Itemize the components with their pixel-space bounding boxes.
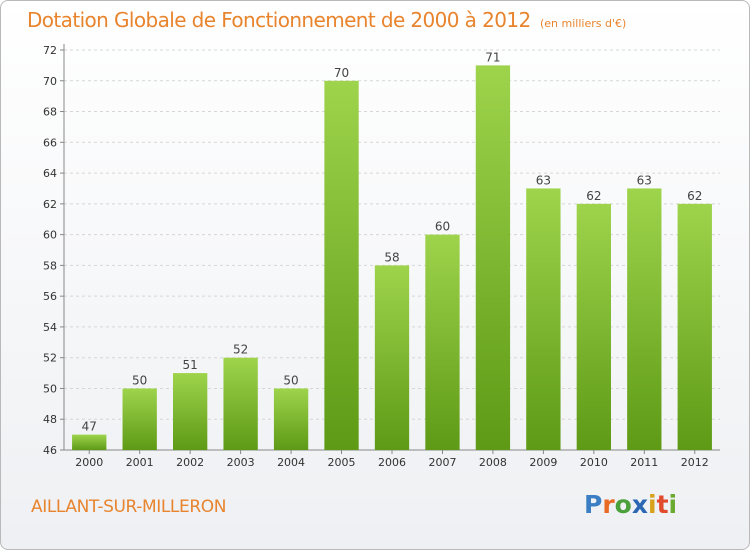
data-label-2011: 63: [637, 173, 652, 187]
x-tick-label: 2000: [75, 456, 103, 469]
data-label-2002: 51: [183, 358, 198, 372]
y-tick-label: 66: [43, 136, 57, 149]
x-tick-label: 2003: [227, 456, 255, 469]
bar-2007: [425, 234, 460, 450]
x-tick-label: 2010: [580, 456, 608, 469]
bar-2001: [122, 388, 157, 450]
data-labels: 47 50 51 52 50 70 58 60 71 63 62 63 62: [82, 50, 703, 433]
y-tick-label: 50: [43, 382, 57, 395]
y-tick-label: 46: [43, 444, 57, 457]
bar-2000: [72, 434, 107, 450]
y-tick-label: 64: [43, 167, 57, 180]
bar-2004: [273, 388, 309, 450]
x-tick-label: 2007: [428, 456, 456, 469]
chart-unit: (en milliers d'€): [540, 17, 627, 30]
data-label-2005: 70: [334, 66, 349, 80]
data-label-2010: 62: [586, 189, 601, 203]
bars: [72, 65, 712, 451]
x-tick-label: 2002: [176, 456, 204, 469]
data-label-2008: 71: [485, 50, 500, 64]
x-tick-label: 2009: [529, 456, 557, 469]
y-tick-label: 56: [43, 290, 57, 303]
x-tick-label: 2008: [479, 456, 507, 469]
data-label-2009: 63: [536, 173, 551, 187]
x-tick-label: 2005: [328, 456, 356, 469]
data-label-2006: 58: [384, 250, 399, 264]
y-tick-label: 58: [43, 259, 57, 272]
bar-2003: [223, 357, 258, 450]
data-label-2000: 47: [82, 420, 97, 434]
y-tick-label: 70: [43, 75, 57, 88]
data-label-2003: 52: [233, 343, 248, 357]
x-tick-label: 2011: [630, 456, 658, 469]
commune-name: AILLANT-SUR-MILLERON: [31, 497, 227, 517]
bar-2005: [324, 80, 359, 451]
data-label-2012: 62: [687, 189, 702, 203]
x-tick-label: 2001: [126, 456, 154, 469]
bar-2009: [526, 188, 561, 450]
bar-2006: [374, 265, 410, 450]
y-tick-label: 54: [43, 321, 57, 334]
bar-2010: [576, 203, 612, 450]
data-label-2001: 50: [132, 373, 147, 387]
data-label-2004: 50: [283, 373, 298, 387]
chart-title: Dotation Globale de Fonctionnement de 20…: [27, 8, 531, 32]
data-label-2007: 60: [435, 220, 450, 234]
x-tick-label: 2006: [378, 456, 406, 469]
y-tick-label: 62: [43, 198, 57, 211]
y-tick-label: 52: [43, 352, 57, 365]
x-tick-label: 2004: [277, 456, 305, 469]
y-tick-label: 60: [43, 229, 57, 242]
bar-2012: [677, 203, 712, 450]
axes: 46 48 50 52 54 56 58 60 62 64 66 68 70 72 2000 2001 2002…: [43, 44, 720, 469]
proxiti-logo[interactable]: Proxiti: [584, 490, 678, 519]
bar-2008: [475, 65, 511, 450]
y-tick-label: 48: [43, 413, 57, 426]
x-tick-label: 2012: [681, 456, 709, 469]
bar-2002: [172, 373, 208, 450]
y-tick-label: 68: [43, 106, 57, 119]
y-tick-label: 72: [43, 44, 57, 57]
bar-2011: [627, 188, 662, 450]
